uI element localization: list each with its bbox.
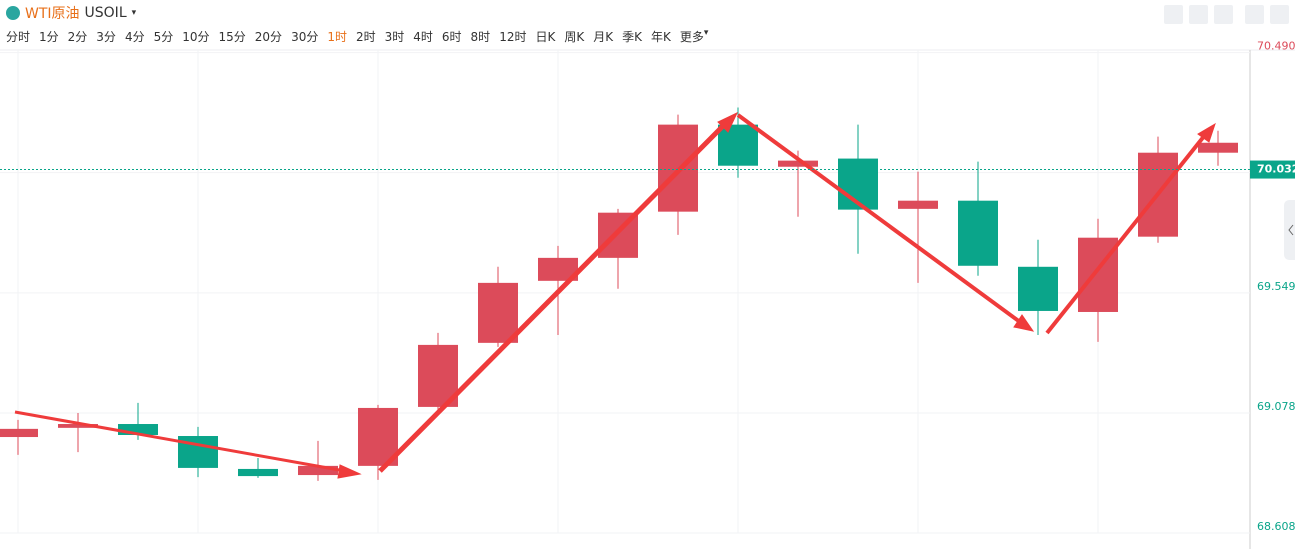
symbol-name: WTI原油 — [25, 6, 80, 22]
candle-body — [958, 200, 998, 266]
tool-button[interactable] — [1270, 5, 1289, 24]
y-tick-label: 69.549 — [1257, 280, 1295, 293]
period-tab[interactable]: 1时 — [327, 30, 347, 44]
tool-icons — [1164, 5, 1289, 24]
candle-body — [898, 200, 938, 209]
candle-body — [118, 424, 158, 435]
dropdown-caret: ▾ — [131, 8, 137, 18]
arrow-head — [1013, 314, 1035, 332]
y-tick-label: 69.078 — [1257, 400, 1295, 413]
period-tab[interactable]: 2时 — [355, 30, 376, 44]
tool-button[interactable] — [1245, 5, 1264, 24]
period-tab[interactable]: 4分 — [124, 30, 145, 44]
period-list: 分时 1分 2分 3分 4分 5分 10分 15分 20分 30分 1时 2时 3时 4时 6时 8时 12时日… — [6, 28, 717, 45]
arrow-head — [337, 464, 362, 479]
period-tab[interactable]: 3分 — [96, 30, 116, 44]
period-tab[interactable]: 6时 — [441, 30, 462, 44]
candle-body — [298, 465, 338, 476]
period-tab[interactable]: 20分 — [254, 30, 283, 44]
last-price-box — [1250, 160, 1295, 179]
period-tab[interactable]: 10分 — [182, 30, 210, 44]
toolbar: WTI原油 USOIL ▾ 分时 1分 2分 3分 4分 5分 10分 15分 20分 30分 1时… — [0, 0, 1295, 50]
symbol[interactable]: WTI原油 USOIL ▾ — [6, 3, 136, 23]
period-tab[interactable]: 2分 — [67, 30, 88, 44]
candle-body — [778, 160, 818, 167]
candle-body — [238, 468, 278, 477]
tool-button[interactable] — [1189, 5, 1208, 24]
period-tab[interactable]: 周K — [564, 30, 585, 44]
period-tab[interactable]: 季K — [622, 30, 642, 44]
period-tab[interactable]: 4时 — [413, 30, 433, 44]
period-tab[interactable]: 3时 — [384, 30, 405, 44]
tool-button[interactable] — [1164, 5, 1183, 24]
period-tab[interactable]: 1分 — [39, 30, 59, 44]
period-tab[interactable]: 8时 — [470, 30, 491, 44]
drawings — [14, 111, 1216, 479]
tool-button[interactable] — [1214, 5, 1233, 24]
period-tab[interactable]: 月K — [593, 30, 614, 44]
period-tab[interactable]: 12时 — [499, 30, 527, 44]
arrow-head — [717, 111, 739, 133]
candle-body — [718, 124, 758, 166]
candle-body — [0, 428, 38, 438]
trend-arrow — [736, 113, 1022, 324]
period-tab[interactable]: 分时 — [6, 30, 31, 44]
period-tab[interactable]: 年K — [650, 30, 671, 44]
trend-arrow — [378, 122, 727, 473]
arrow-head — [1197, 122, 1216, 143]
logo — [6, 6, 20, 20]
candle-body — [1018, 266, 1058, 311]
trend-arrow — [14, 410, 346, 473]
trend-arrow — [1045, 133, 1207, 335]
period-tab[interactable]: 15分 — [218, 30, 246, 44]
candle-body — [58, 424, 98, 428]
period-tab[interactable]: 更多 — [679, 30, 704, 44]
period-tab[interactable]: 日K — [535, 30, 556, 44]
symbol-code: USOIL — [84, 5, 127, 21]
candle-body — [1198, 142, 1238, 153]
y-tick-label: 68.608 — [1257, 520, 1295, 533]
candles — [0, 107, 1238, 481]
last-price-label: 70.032 — [1257, 163, 1295, 176]
period-tab[interactable]: 30分 — [291, 30, 319, 44]
candle-body — [538, 257, 578, 281]
period-tab[interactable]: 5分 — [153, 30, 174, 44]
dropdown-caret: ▾ — [703, 28, 709, 38]
collapse-icon — [1288, 224, 1294, 236]
y-tick-label: 70.490 — [1257, 40, 1295, 53]
candle-body — [478, 282, 518, 343]
